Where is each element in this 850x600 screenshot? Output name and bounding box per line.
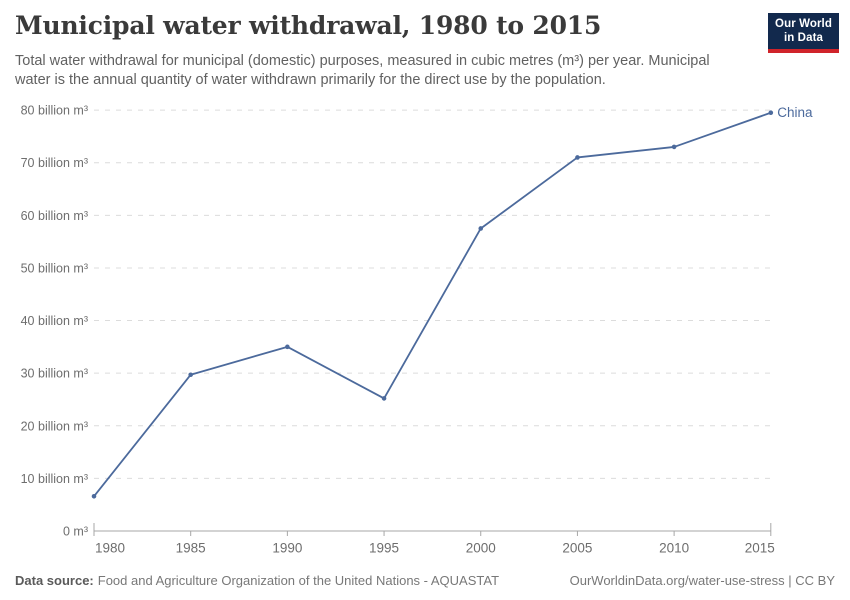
x-axis-label: 2010: [659, 541, 689, 556]
chart-footer: Data source: Food and Agriculture Organiz…: [0, 573, 850, 588]
y-axis-label: 0 m³: [63, 525, 88, 539]
y-axis-label: 80 billion m³: [21, 104, 88, 118]
y-axis-label: 30 billion m³: [21, 367, 88, 381]
owid-logo-line2: in Data: [783, 32, 824, 44]
x-axis-label: 1980: [95, 541, 125, 556]
series-end-label: China: [777, 105, 813, 120]
chart-subtitle: Total water withdrawal for municipal (do…: [15, 53, 710, 89]
owid-logo[interactable]: Our World in Data: [768, 13, 839, 53]
y-axis-label: 40 billion m³: [21, 314, 88, 328]
data-source-text: Food and Agriculture Organization of the…: [97, 573, 500, 588]
x-axis-label: 1985: [176, 541, 206, 556]
data-point[interactable]: [575, 155, 580, 160]
x-axis-label: 2005: [562, 541, 592, 556]
data-point[interactable]: [381, 396, 387, 401]
x-axis-label: 2015: [745, 541, 775, 556]
x-axis-label: 1990: [272, 541, 302, 556]
data-point[interactable]: [285, 344, 290, 350]
data-point[interactable]: [671, 144, 677, 150]
data-source-label: Data source:: [15, 573, 94, 588]
y-axis-label: 60 billion m³: [21, 209, 88, 223]
credit-link[interactable]: OurWorldinData.org/water-use-stress | CC…: [569, 573, 835, 588]
data-point[interactable]: [188, 372, 193, 378]
page-title: Municipal water withdrawal, 1980 to 2015: [15, 11, 602, 40]
data-point[interactable]: [768, 110, 774, 116]
y-axis-label: 70 billion m³: [21, 156, 88, 170]
y-axis-label: 10 billion m³: [21, 472, 88, 486]
data-source: Data source: Food and Agriculture Organiz…: [15, 573, 499, 588]
owid-logo-line1: Our World: [775, 17, 832, 30]
y-axis-label: 20 billion m³: [21, 419, 88, 433]
x-axis-label: 2000: [466, 541, 496, 556]
data-line-china: [93, 111, 772, 498]
x-axis-label: 1995: [369, 541, 399, 556]
data-point[interactable]: [478, 226, 484, 231]
data-point[interactable]: [91, 493, 97, 499]
y-axis-label: 50 billion m³: [21, 261, 88, 275]
